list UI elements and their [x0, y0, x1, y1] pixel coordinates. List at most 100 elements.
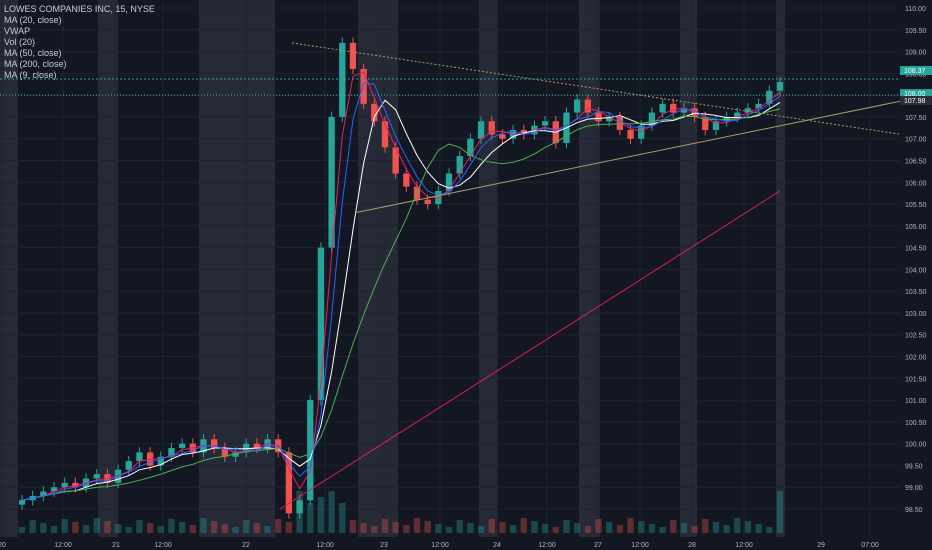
volume-bar — [488, 519, 495, 533]
volume-bar — [702, 519, 709, 533]
legend-ma20[interactable]: MA (20, close) — [4, 15, 62, 25]
volume-bar — [435, 524, 442, 533]
y-tick-label: 101.00 — [905, 398, 927, 405]
volume-bar — [339, 503, 346, 533]
x-tick-label: 27 — [594, 542, 602, 549]
volume-bar — [392, 522, 399, 533]
candle-body — [371, 103, 378, 122]
x-tick-label: 24 — [493, 542, 501, 549]
candle-body — [712, 121, 720, 130]
volume-bar — [146, 523, 154, 533]
y-tick-label: 99.00 — [905, 485, 923, 492]
session-band — [680, 0, 697, 537]
price-badge-label: 108.00 — [904, 91, 926, 98]
volume-bar — [413, 518, 421, 533]
candle-body — [776, 82, 784, 91]
session-band — [479, 0, 498, 537]
trendline — [354, 94, 931, 214]
y-tick-label: 100.50 — [905, 420, 927, 427]
volume-bar — [680, 523, 688, 533]
candle-body — [744, 108, 752, 113]
candle-body — [702, 116, 709, 130]
candle-body — [232, 452, 239, 457]
legend-vwap[interactable]: VWAP — [4, 26, 31, 36]
volume-bar — [723, 525, 730, 533]
y-tick-label: 107.00 — [905, 137, 927, 144]
volume-bar — [50, 526, 58, 533]
volume-bar — [755, 524, 762, 533]
session-band — [776, 0, 785, 537]
candle-body — [467, 138, 474, 157]
volume-bar — [125, 527, 132, 533]
legend-ma9[interactable]: MA (9, close) — [4, 70, 57, 80]
volume-bar — [531, 521, 538, 533]
y-tick-label: 101.50 — [905, 376, 927, 383]
y-tick-label: 103.00 — [905, 311, 927, 318]
y-tick-label: 98.50 — [905, 507, 923, 514]
candle-body — [424, 199, 431, 205]
candle-body — [221, 448, 229, 457]
candle-body — [734, 112, 741, 117]
y-tick-label: 109.50 — [905, 28, 927, 35]
volume-bar — [82, 525, 90, 533]
volume-bar — [734, 518, 741, 533]
volume-bar — [371, 526, 378, 533]
volume-bar — [221, 524, 229, 533]
vwap-line — [21, 82, 781, 501]
candle-body — [445, 173, 453, 191]
y-tick-label: 109.00 — [905, 50, 927, 57]
price-badge — [900, 89, 932, 99]
x-tick-label: 12:00 — [538, 542, 556, 549]
volume-bar — [499, 522, 506, 533]
price-badge-label: 108.37 — [904, 68, 926, 75]
candle-body — [317, 247, 325, 401]
volume-bar — [189, 525, 196, 533]
volume-bar — [232, 527, 239, 533]
candle-body — [40, 491, 47, 496]
legend-ma50[interactable]: MA (50, close) — [4, 48, 62, 58]
price-badge — [900, 66, 932, 76]
trendline — [291, 42, 931, 140]
legend-ma200[interactable]: MA (200, close) — [4, 59, 67, 69]
volume-bar — [552, 527, 559, 533]
volume-bar — [403, 525, 410, 533]
x-tick-label: 12:00 — [154, 542, 172, 549]
volume-bar — [638, 521, 645, 533]
candle-body — [755, 103, 762, 109]
candle-body — [285, 452, 293, 514]
price-badge-label: 107.98 — [904, 98, 926, 105]
session-band — [0, 0, 18, 537]
candle-body — [766, 90, 773, 104]
candle-body — [349, 42, 357, 69]
volume-bar — [61, 519, 68, 533]
volume-bar — [445, 527, 453, 533]
y-tick-label: 106.00 — [905, 180, 927, 187]
candle-body — [499, 134, 506, 139]
price-badge — [900, 96, 932, 106]
y-tick-label: 110.00 — [905, 6, 926, 13]
candle-body — [125, 461, 132, 470]
candle-body — [136, 452, 143, 462]
volume-bar — [349, 520, 357, 533]
volume-bar — [659, 527, 666, 533]
volume-bar — [211, 521, 218, 533]
candle-body — [296, 500, 303, 514]
y-tick-label: 99.50 — [905, 463, 923, 470]
x-tick-label: 22 — [242, 542, 250, 549]
volume-bar — [136, 520, 143, 533]
y-tick-label: 105.00 — [905, 224, 927, 231]
volume-bar — [691, 526, 698, 533]
volume-bar — [253, 523, 261, 533]
candle-body — [253, 443, 261, 449]
x-tick-label: 12:00 — [316, 542, 334, 549]
volume-bar — [114, 524, 122, 533]
candle-body — [93, 474, 100, 479]
volume-bar — [573, 523, 581, 533]
volume-bar — [670, 520, 677, 533]
ma50-line — [21, 108, 781, 501]
volume-bar — [275, 519, 282, 533]
candle-body — [72, 482, 79, 488]
legend-volume[interactable]: Vol (20) — [4, 37, 36, 47]
